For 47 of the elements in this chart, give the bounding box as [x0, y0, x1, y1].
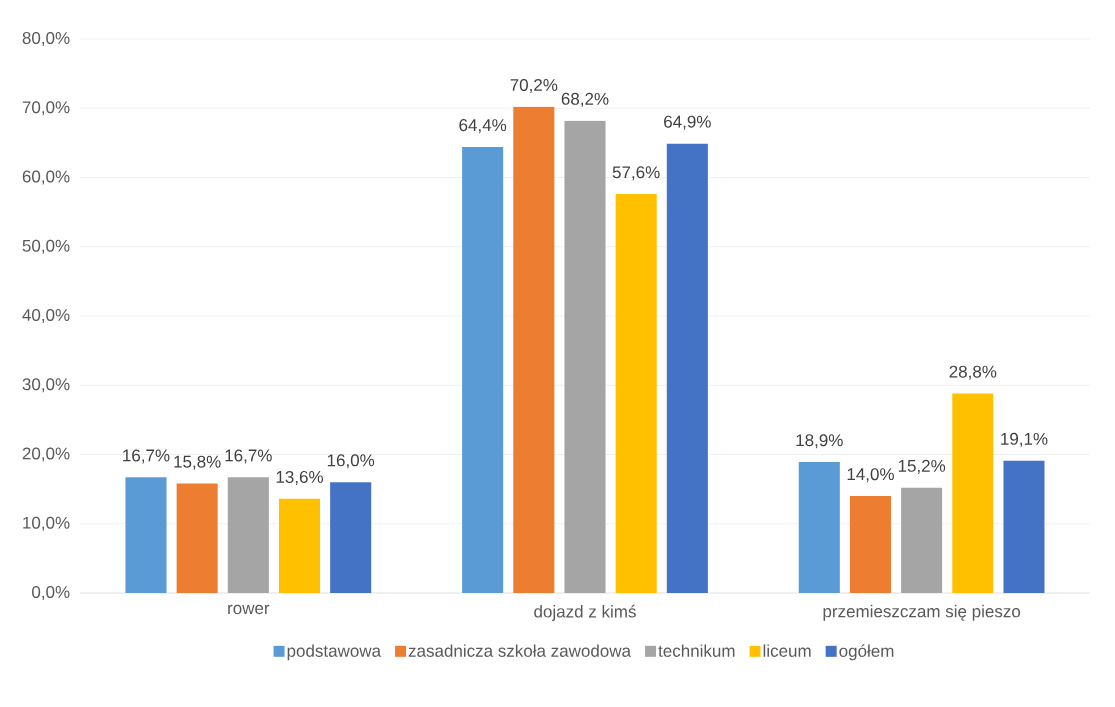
bar [1003, 460, 1045, 593]
bar [666, 143, 708, 593]
data-label: 14,0% [847, 468, 894, 483]
bar [798, 462, 840, 593]
data-label: 28,8% [949, 365, 997, 380]
data-label: 70,2% [510, 78, 558, 94]
data-label: 64,4% [459, 119, 507, 134]
legend-label: zasadnicza szkoła zawodowa [408, 644, 632, 657]
data-label: 68,2% [561, 92, 609, 107]
bar [176, 483, 218, 593]
data-label: 18,9% [796, 434, 843, 449]
y-tick-label: 0,0% [32, 585, 70, 601]
bar [564, 120, 606, 593]
bar [952, 393, 994, 593]
bar [849, 496, 892, 593]
legend-label: ogółem [839, 644, 894, 661]
x-tick-label: rower [228, 604, 270, 615]
y-tick-label: 10,0% [23, 516, 70, 531]
data-label: 15,8% [174, 455, 221, 470]
x-tick-label: przemieszczam się pieszo [823, 604, 1021, 621]
bar [615, 194, 657, 593]
y-tick-label: 70,0% [22, 101, 70, 116]
data-label: 19,1% [1001, 432, 1048, 447]
data-label: 16,7% [123, 449, 170, 464]
bar [227, 477, 269, 593]
legend-label: technikum [658, 644, 735, 657]
bar [330, 482, 372, 593]
data-label: 16,0% [327, 454, 375, 469]
bar [901, 487, 943, 593]
legend-label: liceum [763, 644, 811, 657]
data-label: 57,6% [612, 166, 660, 181]
y-tick-label: 40,0% [22, 308, 70, 324]
data-label: 64,9% [664, 115, 711, 130]
bar [125, 477, 167, 593]
y-tick-label: 50,0% [22, 239, 70, 254]
y-tick-label: 30,0% [22, 378, 70, 393]
bar [513, 106, 555, 593]
x-tick-label: dojazd z kimś [534, 604, 636, 621]
data-label: 16,7% [225, 449, 272, 464]
y-tick-label: 80,0% [22, 31, 70, 47]
data-label: 13,6% [276, 470, 323, 485]
data-label: 15,2% [898, 459, 946, 474]
y-tick-label: 60,0% [22, 170, 70, 185]
y-tick-label: 20,0% [22, 447, 70, 462]
bar [462, 147, 504, 593]
legend-label: podstawowa [287, 644, 382, 661]
bar [278, 498, 321, 593]
